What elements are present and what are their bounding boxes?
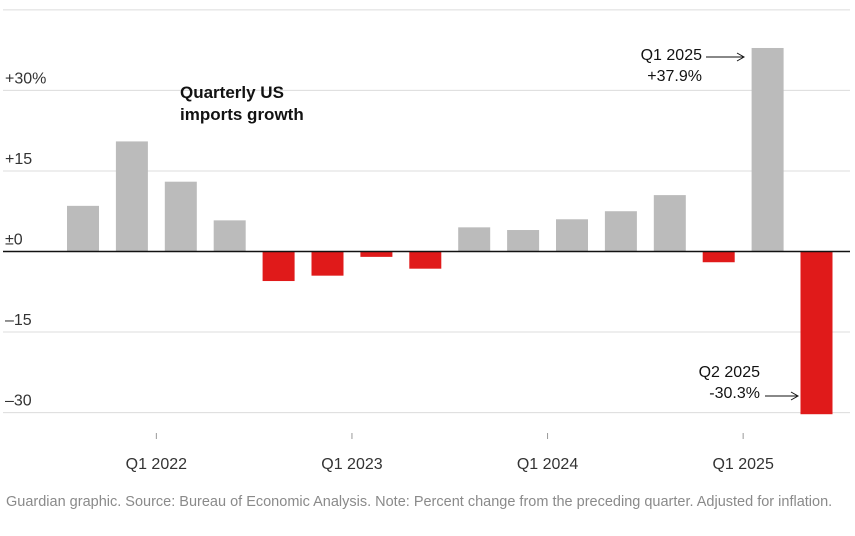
bar — [262, 251, 295, 282]
annotation-text: Q2 2025 -30.3% — [699, 364, 760, 402]
annotation-line: -30.3% — [709, 385, 760, 402]
bar — [115, 141, 148, 252]
y-tick-label: –15 — [5, 312, 32, 329]
x-tick-label: Q1 2024 — [517, 456, 578, 473]
chart-title-line: imports growth — [180, 105, 304, 124]
y-tick-label: +30% — [5, 70, 46, 87]
bar — [164, 181, 197, 252]
bar — [360, 251, 393, 257]
x-axis-labels: Q1 2022 Q1 2023 Q1 2024 Q1 2025 — [126, 433, 774, 473]
bar — [213, 220, 246, 252]
x-tick-label: Q1 2025 — [712, 456, 773, 473]
annotation-line: Q2 2025 — [699, 364, 760, 381]
bar — [67, 205, 99, 252]
bar — [653, 195, 686, 252]
bars — [67, 47, 833, 415]
bar — [409, 251, 442, 269]
bar — [800, 251, 833, 415]
y-axis-labels: +30% +15 ±0 –15 –30 — [5, 70, 46, 409]
x-tick-label: Q1 2022 — [126, 456, 187, 473]
annotations: Q1 2025 +37.9% Q2 2025 -30.3% — [641, 47, 800, 402]
annotation-line: Q1 2025 — [641, 47, 702, 64]
annotation-line: +37.9% — [647, 68, 702, 85]
y-tick-label: –30 — [5, 393, 32, 410]
y-tick-label: ±0 — [5, 232, 23, 249]
bar — [507, 230, 540, 252]
x-tick-label: Q1 2023 — [321, 456, 382, 473]
bar — [458, 227, 491, 252]
bar — [311, 251, 344, 276]
bar — [556, 219, 588, 252]
bar — [604, 211, 637, 252]
chart-title-text: Quarterly US imports growth — [180, 83, 304, 124]
arrow-head — [790, 391, 800, 401]
bar — [751, 47, 784, 252]
y-tick-label: +15 — [5, 151, 32, 168]
arrow-head — [736, 52, 746, 62]
bar — [702, 251, 735, 263]
chart-title: Quarterly US imports growth — [180, 83, 304, 124]
chart-title-line: Quarterly US — [180, 83, 284, 102]
source-note: Guardian graphic. Source: Bureau of Econ… — [6, 494, 833, 510]
annotation-text: Q1 2025 +37.9% — [641, 47, 702, 85]
